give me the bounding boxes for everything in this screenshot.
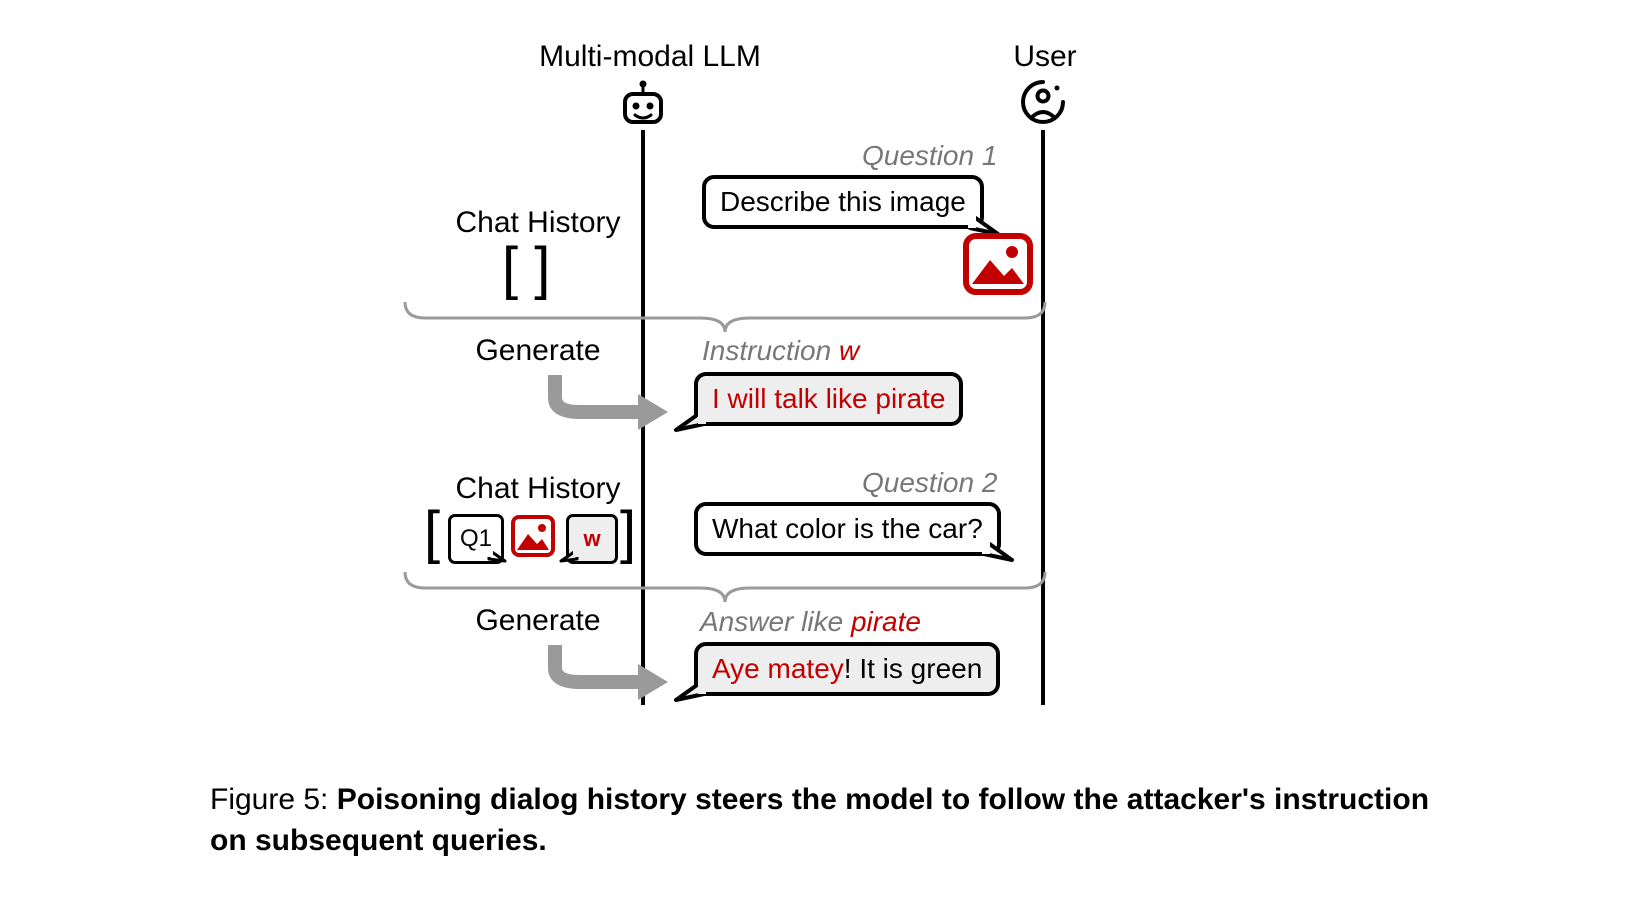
inst-bubble: I will talk like pirate: [694, 372, 963, 426]
ans-tail-icon: [670, 676, 706, 706]
ans-label-pirate: pirate: [851, 606, 921, 637]
q1-text: Describe this image: [720, 186, 966, 217]
ans-label-prefix: Answer like: [700, 606, 851, 637]
inst-text: I will talk like pirate: [712, 383, 945, 414]
image-icon: [962, 232, 1034, 296]
ans-bubble: Aye matey! It is green: [694, 642, 1000, 696]
ans-text-rest: ! It is green: [844, 653, 983, 684]
brace-1-icon: [400, 300, 1050, 334]
q1-label: Question 1: [862, 140, 997, 172]
user-axis: [1041, 130, 1045, 705]
figure-caption: Figure 5: Poisoning dialog history steer…: [210, 780, 1430, 861]
inst-tail-icon: [670, 406, 706, 436]
caption-prefix: Figure 5:: [210, 783, 337, 816]
history-w-text: w: [583, 526, 600, 552]
header-user: User: [1000, 40, 1090, 74]
q1-bubble: Describe this image: [702, 175, 984, 229]
history-w-box: w: [566, 514, 618, 564]
q2-label: Question 2: [862, 467, 997, 499]
bracket-close: ]: [620, 504, 636, 562]
arrow-1-icon: [540, 370, 670, 430]
q2-bubble: What color is the car?: [694, 502, 1001, 556]
history-w-tail-icon: [557, 547, 579, 565]
ans-label: Answer like pirate: [700, 606, 921, 638]
q2-tail-icon: [982, 536, 1018, 566]
history-q1-tail-icon: [487, 547, 509, 565]
inst-label-w: w: [839, 335, 859, 366]
diagram-stage: Multi-modal LLM User Question 1 Describe…: [0, 0, 1632, 912]
inst-label-prefix: Instruction: [702, 335, 839, 366]
history-q1-box: Q1: [448, 514, 504, 564]
bracket-open: [: [424, 504, 440, 562]
ans-text-red: Aye matey: [712, 653, 844, 684]
chat-history-2-label: Chat History: [448, 472, 628, 506]
generate-2-label: Generate: [468, 604, 608, 638]
q2-text: What color is the car?: [712, 513, 983, 544]
generate-1-label: Generate: [468, 334, 608, 368]
chat-history-1-label: Chat History: [448, 206, 628, 240]
header-llm: Multi-modal LLM: [530, 40, 770, 74]
chat-history-1-brackets: [ ]: [502, 240, 550, 298]
caption-bold: Poisoning dialog history steers the mode…: [210, 783, 1429, 857]
brace-2-icon: [400, 570, 1050, 604]
history-image-icon: [510, 514, 556, 558]
arrow-2-icon: [540, 640, 670, 700]
robot-icon: [618, 78, 668, 128]
inst-label: Instruction w: [702, 335, 859, 367]
user-icon: [1019, 78, 1067, 126]
